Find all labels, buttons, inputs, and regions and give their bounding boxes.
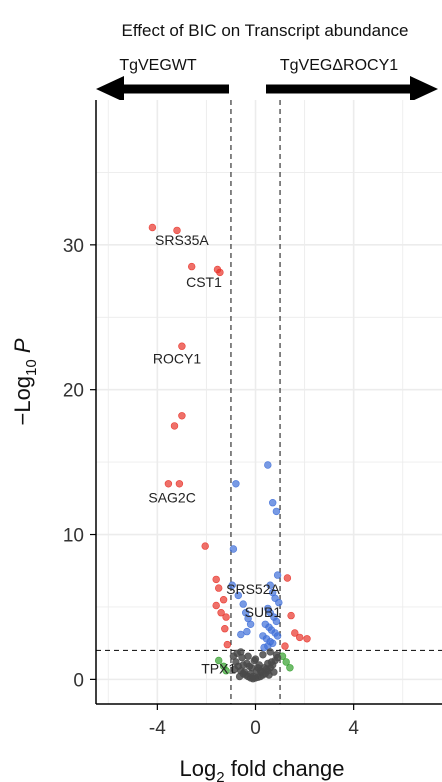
data-point-sig-both [188, 262, 196, 271]
data-point-ns [264, 659, 272, 668]
data-point-sig-both [178, 412, 186, 420]
data-points [148, 223, 311, 683]
data-point-sig-p [260, 643, 268, 652]
data-point-sig-both [173, 226, 181, 235]
data-point-ns [266, 648, 274, 656]
data-point-sig-fc [286, 664, 294, 672]
y-axis-title-rest: P [10, 338, 35, 359]
data-point-sig-fc [215, 656, 223, 665]
data-point-sig-both [148, 223, 157, 232]
y-tick-label: 30 [63, 236, 84, 257]
direction-label-right: TgVEGΔROCY1 [280, 57, 398, 74]
data-point-ns [239, 661, 247, 669]
data-point-ns [237, 648, 245, 656]
gene-labels: SRS35A CST1 ROCY1 SAG2C SRS52A SUB1 TPX1 [148, 232, 281, 677]
data-point-sig-both [283, 574, 292, 582]
data-point-sig-both [178, 342, 186, 350]
data-point-sig-p [239, 600, 247, 608]
data-point-sig-p [275, 598, 283, 607]
data-point-sig-both [217, 608, 225, 617]
data-point-ns [244, 652, 252, 660]
x-tick-label: -4 [149, 718, 166, 739]
y-axis-title-main: −Log [10, 376, 35, 426]
direction-label-left: TgVEGWT [119, 57, 197, 74]
data-point-ns [254, 664, 262, 672]
x-axis-title-rest: fold change [225, 756, 345, 781]
data-point-sig-p [273, 632, 282, 640]
data-point-sig-p [269, 499, 277, 507]
data-point-ns [251, 655, 260, 663]
gene-label: SAG2C [148, 490, 195, 506]
data-point-sig-fc [222, 666, 230, 675]
chart-title: Effect of BIC on Transcript abundance [122, 21, 409, 40]
gene-label: ROCY1 [153, 351, 201, 367]
data-point-sig-both [221, 624, 229, 633]
data-point-ns [272, 651, 281, 659]
gene-label: SUB1 [245, 604, 282, 620]
gene-label: SRS35A [155, 232, 209, 248]
data-point-ns [230, 665, 239, 673]
data-point-sig-both [212, 575, 220, 584]
data-point-sig-both [222, 613, 230, 621]
data-point-sig-both [170, 422, 179, 430]
data-point-sig-p [234, 591, 243, 600]
y-axis-title-subscript: 10 [23, 359, 40, 376]
x-tick-label: 4 [348, 718, 359, 739]
data-point-sig-p [246, 620, 255, 628]
left-direction-arrowhead [96, 76, 124, 102]
data-point-sig-p [243, 627, 251, 636]
y-tick-label: 0 [73, 670, 84, 691]
data-point-sig-both [216, 268, 224, 277]
data-point-sig-both [223, 640, 232, 649]
data-point-ns [270, 668, 278, 676]
direction-indicators: TgVEGWT TgVEGΔROCY1 [96, 57, 438, 102]
gene-label: CST1 [186, 274, 222, 290]
y-tick-label: 20 [63, 381, 84, 402]
data-point-ns [235, 672, 244, 681]
data-point-sig-p [259, 632, 267, 640]
data-point-sig-p [272, 507, 281, 516]
data-point-sig-both [164, 480, 173, 488]
data-point-sig-p [273, 571, 282, 579]
y-axis-title: −Log10 P [10, 338, 40, 425]
data-point-sig-p [229, 545, 238, 553]
data-point-ns [245, 662, 254, 670]
data-point-sig-both [296, 633, 304, 642]
gene-label: SRS52A [226, 581, 280, 597]
data-point-ns [249, 672, 257, 681]
gene-label: TPX1 [201, 661, 236, 677]
y-tick-label: 10 [63, 526, 84, 547]
x-axis-title-main: Log [180, 756, 217, 781]
data-point-sig-both [212, 601, 220, 610]
data-point-sig-both [287, 611, 295, 620]
data-point-sig-p [266, 581, 274, 589]
data-point-sig-fc [282, 658, 290, 666]
plot-background [96, 100, 442, 704]
right-direction-arrowhead [410, 76, 438, 102]
data-point-sig-both [281, 642, 289, 650]
x-axis-title-subscript: 2 [216, 769, 224, 782]
data-point-sig-both [291, 629, 299, 637]
data-point-ns [240, 668, 249, 676]
data-point-sig-p [272, 617, 281, 626]
data-point-sig-both [201, 542, 209, 550]
data-point-sig-p [264, 461, 272, 469]
x-axis-title: Log2 fold change [180, 756, 345, 782]
y-axis-ticks: 0 10 20 30 [63, 236, 96, 691]
data-point-sig-both [303, 635, 311, 643]
data-point-sig-both [215, 584, 223, 592]
plot-panel: SRS35A CST1 ROCY1 SAG2C SRS52A SUB1 TPX1 [95, 100, 442, 705]
data-point-sig-both [175, 480, 184, 488]
data-point-sig-p [228, 581, 236, 589]
x-axis-ticks: -4 0 4 [149, 704, 359, 739]
data-point-ns [259, 651, 267, 659]
x-tick-label: 0 [250, 718, 261, 739]
data-point-sig-both [219, 595, 228, 604]
data-point-sig-p [237, 630, 245, 639]
data-point-sig-p [232, 480, 240, 488]
